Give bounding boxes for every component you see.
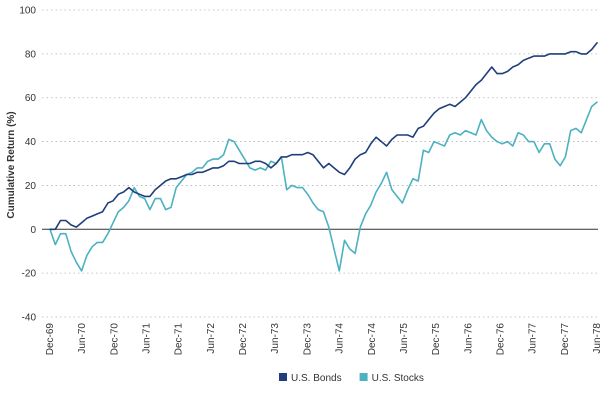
- legend-swatch-u-s-bonds: [279, 373, 287, 381]
- x-tick-label: Jun-76: [463, 323, 474, 354]
- y-tick-label: 80: [25, 49, 37, 60]
- y-tick-label: 100: [19, 6, 36, 17]
- x-tick-label: Dec-75: [431, 323, 442, 356]
- y-tick-label: 60: [25, 93, 37, 104]
- x-tick-label: Jun-71: [142, 323, 153, 354]
- x-tick-label: Dec-73: [302, 323, 313, 356]
- legend-swatch-u-s-stocks: [359, 373, 368, 381]
- x-tick-label: Dec-70: [109, 323, 120, 356]
- series-lines: [49, 42, 598, 272]
- gridlines: [42, 9, 598, 318]
- series-line-u-s-stocks: [49, 101, 598, 272]
- y-tick-label: -20: [22, 269, 37, 280]
- x-tick-label: Jun-74: [335, 323, 346, 354]
- legend-label-u-s-stocks: U.S. Stocks: [372, 373, 424, 384]
- y-tick-label: 40: [25, 137, 37, 148]
- x-tick-label: Jun-70: [77, 323, 88, 354]
- y-tick-label: 20: [25, 181, 37, 192]
- x-tick-label: Jun-78: [592, 323, 600, 354]
- x-tick-label: Dec-74: [367, 323, 378, 356]
- y-tick-label: -40: [22, 313, 37, 324]
- legend: U.S. Bonds U.S. Stocks: [279, 373, 424, 384]
- x-tick-label: Dec-72: [238, 323, 249, 356]
- y-tick-label: 0: [30, 225, 36, 236]
- series-line-u-s-bonds: [49, 42, 598, 231]
- y-axis-title: Cumulative Return (%): [6, 111, 17, 218]
- legend-label-u-s-bonds: U.S. Bonds: [291, 373, 342, 384]
- x-tick-label: Jun-75: [399, 323, 410, 354]
- x-tick-label: Jun-73: [270, 323, 281, 354]
- y-axis-ticks: -40 -20 0 20 40 60 80 100: [19, 6, 36, 324]
- x-axis-ticks: Dec-69 Jun-70 Dec-70 Jun-71 Dec-71 Jun-72 Dec-…: [45, 323, 600, 356]
- x-tick-label: Jun-77: [528, 323, 539, 354]
- x-tick-label: Dec-69: [45, 323, 56, 356]
- x-tick-label: Dec-76: [495, 323, 506, 356]
- x-tick-label: Jun-72: [206, 323, 217, 354]
- x-tick-label: Dec-71: [174, 323, 185, 356]
- x-tick-label: Dec-77: [560, 323, 571, 356]
